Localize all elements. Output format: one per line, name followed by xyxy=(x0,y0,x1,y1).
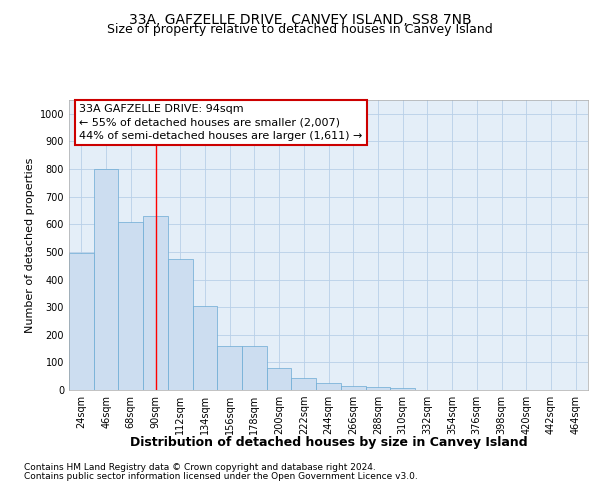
Bar xyxy=(341,386,365,390)
Text: Distribution of detached houses by size in Canvey Island: Distribution of detached houses by size … xyxy=(130,436,527,449)
Bar xyxy=(267,368,292,390)
Bar xyxy=(69,254,94,390)
Text: Contains HM Land Registry data © Crown copyright and database right 2024.: Contains HM Land Registry data © Crown c… xyxy=(24,464,376,472)
Y-axis label: Number of detached properties: Number of detached properties xyxy=(25,158,35,332)
Text: 33A GAFZELLE DRIVE: 94sqm
← 55% of detached houses are smaller (2,007)
44% of se: 33A GAFZELLE DRIVE: 94sqm ← 55% of detac… xyxy=(79,104,363,141)
Bar xyxy=(217,346,242,390)
Bar xyxy=(118,222,143,390)
Bar xyxy=(94,169,118,390)
Bar xyxy=(316,383,341,390)
Text: Size of property relative to detached houses in Canvey Island: Size of property relative to detached ho… xyxy=(107,22,493,36)
Bar xyxy=(143,216,168,390)
Bar xyxy=(365,387,390,390)
Text: Contains public sector information licensed under the Open Government Licence v3: Contains public sector information licen… xyxy=(24,472,418,481)
Bar xyxy=(168,259,193,390)
Bar xyxy=(193,306,217,390)
Bar xyxy=(390,388,415,390)
Bar xyxy=(242,346,267,390)
Text: 33A, GAFZELLE DRIVE, CANVEY ISLAND, SS8 7NB: 33A, GAFZELLE DRIVE, CANVEY ISLAND, SS8 … xyxy=(128,12,472,26)
Bar xyxy=(292,378,316,390)
